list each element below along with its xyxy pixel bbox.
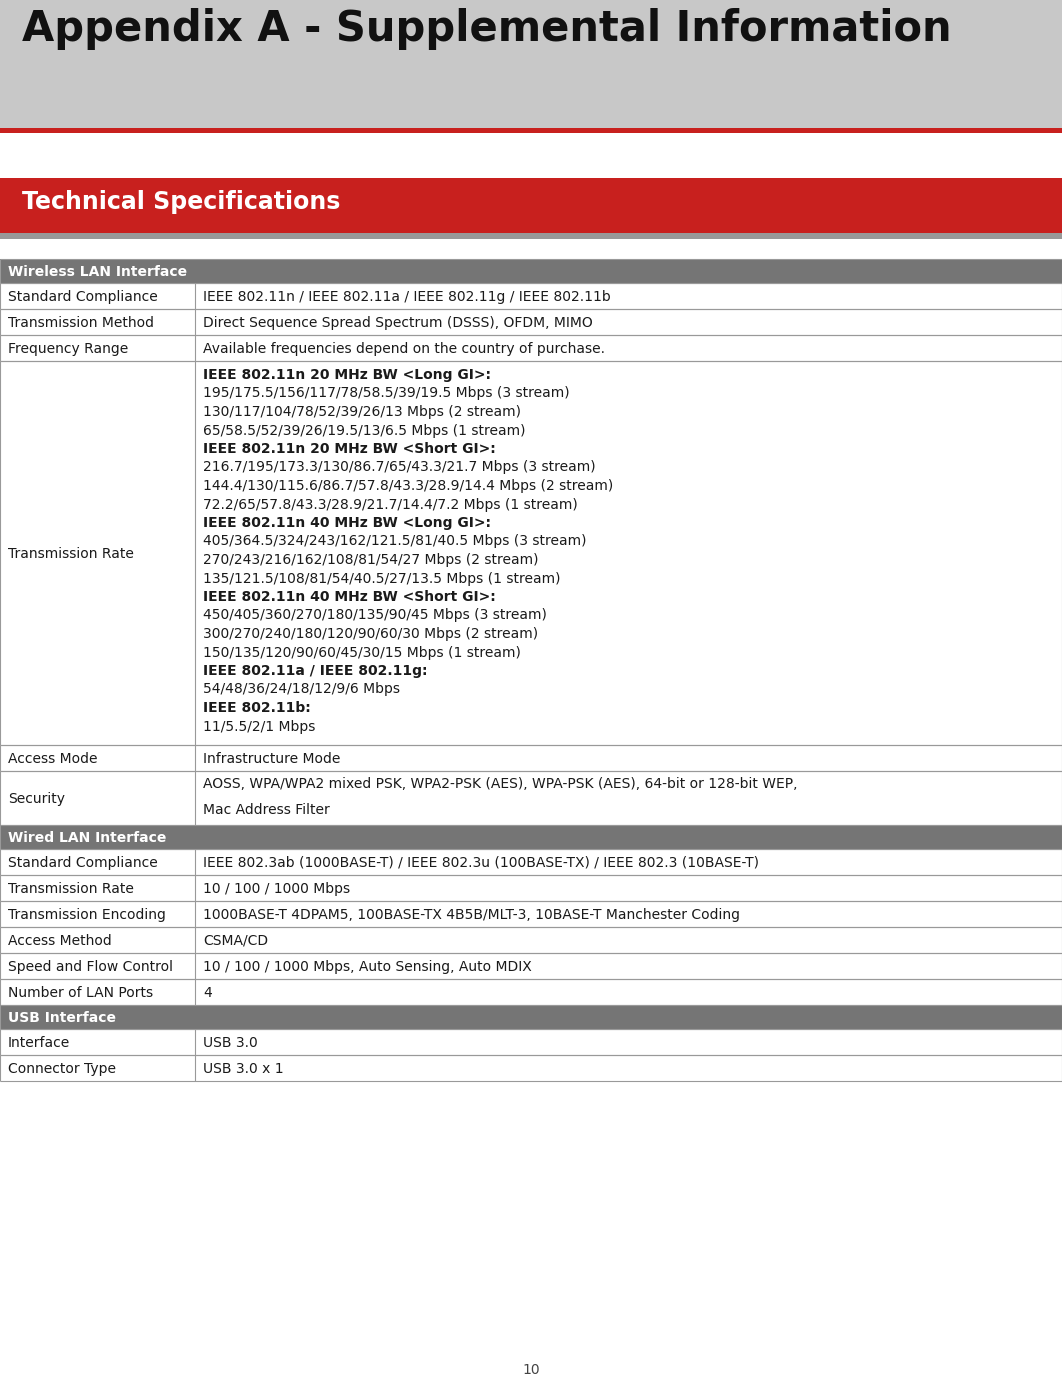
Text: CSMA/CD: CSMA/CD [203,933,268,947]
Text: AOSS, WPA/WPA2 mixed PSK, WPA2-PSK (AES), WPA-PSK (AES), 64-bit or 128-bit WEP,: AOSS, WPA/WPA2 mixed PSK, WPA2-PSK (AES)… [203,777,798,791]
Bar [0,259,1062,283]
Bar [0,745,1062,771]
Bar [0,1055,1062,1082]
Text: 450/405/360/270/180/135/90/45 Mbps (3 stream): 450/405/360/270/180/135/90/45 Mbps (3 st… [203,608,547,622]
Text: IEEE 802.11b:: IEEE 802.11b: [203,701,311,715]
Text: 10: 10 [523,1363,539,1377]
Text: Access Method: Access Method [8,933,112,947]
Text: Standard Compliance: Standard Compliance [8,856,158,870]
Bar [0,771,1062,825]
Text: 216.7/195/173.3/130/86.7/65/43.3/21.7 Mbps (3 stream): 216.7/195/173.3/130/86.7/65/43.3/21.7 Mb… [203,460,596,475]
Text: Transmission Encoding: Transmission Encoding [8,909,166,922]
Bar [0,1029,1062,1055]
Bar [0,825,1062,849]
Text: Frequency Range: Frequency Range [8,342,129,356]
Text: 144.4/130/115.6/86.7/57.8/43.3/28.9/14.4 Mbps (2 stream): 144.4/130/115.6/86.7/57.8/43.3/28.9/14.4… [203,479,613,493]
Text: 150/135/120/90/60/45/30/15 Mbps (1 stream): 150/135/120/90/60/45/30/15 Mbps (1 strea… [203,645,520,659]
Text: 10 / 100 / 1000 Mbps, Auto Sensing, Auto MDIX: 10 / 100 / 1000 Mbps, Auto Sensing, Auto… [203,960,532,974]
Text: 11/5.5/2/1 Mbps: 11/5.5/2/1 Mbps [203,719,315,734]
Text: 1000BASE-T 4DPAM5, 100BASE-TX 4B5B/MLT-3, 10BASE-T Manchester Coding: 1000BASE-T 4DPAM5, 100BASE-TX 4B5B/MLT-3… [203,909,740,922]
Text: 54/48/36/24/18/12/9/6 Mbps: 54/48/36/24/18/12/9/6 Mbps [203,683,400,697]
Text: IEEE 802.11n 20 MHz BW <Long GI>:: IEEE 802.11n 20 MHz BW <Long GI>: [203,368,491,382]
Bar [0,133,1062,179]
Text: Speed and Flow Control: Speed and Flow Control [8,960,173,974]
Text: Technical Specifications: Technical Specifications [22,190,341,215]
Text: Interface: Interface [8,1036,70,1050]
Text: 72.2/65/57.8/43.3/28.9/21.7/14.4/7.2 Mbps (1 stream): 72.2/65/57.8/43.3/28.9/21.7/14.4/7.2 Mbp… [203,497,578,511]
Bar [0,953,1062,979]
Text: 4: 4 [203,986,211,1000]
Text: USB 3.0 x 1: USB 3.0 x 1 [203,1062,284,1076]
Bar [0,361,1062,745]
Text: IEEE 802.11n / IEEE 802.11a / IEEE 802.11g / IEEE 802.11b: IEEE 802.11n / IEEE 802.11a / IEEE 802.1… [203,289,611,303]
Text: Connector Type: Connector Type [8,1062,116,1076]
Bar [0,1006,1062,1029]
Text: IEEE 802.11n 40 MHz BW <Short GI>:: IEEE 802.11n 40 MHz BW <Short GI>: [203,590,496,604]
Text: 405/364.5/324/243/162/121.5/81/40.5 Mbps (3 stream): 405/364.5/324/243/162/121.5/81/40.5 Mbps… [203,535,586,548]
Text: Wireless LAN Interface: Wireless LAN Interface [8,265,187,278]
Text: 130/117/104/78/52/39/26/13 Mbps (2 stream): 130/117/104/78/52/39/26/13 Mbps (2 strea… [203,404,521,420]
Text: IEEE 802.3ab (1000BASE-T) / IEEE 802.3u (100BASE-TX) / IEEE 802.3 (10BASE-T): IEEE 802.3ab (1000BASE-T) / IEEE 802.3u … [203,856,759,870]
Text: 195/175.5/156/117/78/58.5/39/19.5 Mbps (3 stream): 195/175.5/156/117/78/58.5/39/19.5 Mbps (… [203,386,569,400]
Bar [0,283,1062,309]
Bar [0,309,1062,335]
Text: Wired LAN Interface: Wired LAN Interface [8,831,167,845]
Text: Infrastructure Mode: Infrastructure Mode [203,752,341,766]
Text: Access Mode: Access Mode [8,752,98,766]
Text: USB Interface: USB Interface [8,1011,116,1025]
Bar [0,127,1062,133]
Text: Available frequencies depend on the country of purchase.: Available frequencies depend on the coun… [203,342,605,356]
Text: Appendix A - Supplemental Information: Appendix A - Supplemental Information [22,8,952,50]
Text: Transmission Rate: Transmission Rate [8,882,134,896]
Text: Security: Security [8,792,65,806]
Bar [0,875,1062,902]
Text: Direct Sequence Spread Spectrum (DSSS), OFDM, MIMO: Direct Sequence Spread Spectrum (DSSS), … [203,316,593,330]
Text: 270/243/216/162/108/81/54/27 Mbps (2 stream): 270/243/216/162/108/81/54/27 Mbps (2 str… [203,553,538,566]
Bar [0,233,1062,240]
Text: 135/121.5/108/81/54/40.5/27/13.5 Mbps (1 stream): 135/121.5/108/81/54/40.5/27/13.5 Mbps (1… [203,572,561,586]
Bar [0,240,1062,259]
Text: IEEE 802.11n 40 MHz BW <Long GI>:: IEEE 802.11n 40 MHz BW <Long GI>: [203,517,491,530]
Bar [0,902,1062,927]
Text: Mac Address Filter: Mac Address Filter [203,803,329,817]
Text: Standard Compliance: Standard Compliance [8,289,158,303]
Text: Transmission Rate: Transmission Rate [8,547,134,561]
Text: USB 3.0: USB 3.0 [203,1036,258,1050]
Text: Transmission Method: Transmission Method [8,316,154,330]
Bar [0,179,1062,233]
Text: 300/270/240/180/120/90/60/30 Mbps (2 stream): 300/270/240/180/120/90/60/30 Mbps (2 str… [203,627,538,641]
Bar [0,979,1062,1006]
Text: IEEE 802.11n 20 MHz BW <Short GI>:: IEEE 802.11n 20 MHz BW <Short GI>: [203,442,496,456]
Bar [0,0,1062,127]
Text: IEEE 802.11a / IEEE 802.11g:: IEEE 802.11a / IEEE 802.11g: [203,663,428,679]
Text: 65/58.5/52/39/26/19.5/13/6.5 Mbps (1 stream): 65/58.5/52/39/26/19.5/13/6.5 Mbps (1 str… [203,424,526,438]
Bar [0,927,1062,953]
Bar [0,335,1062,361]
Text: Number of LAN Ports: Number of LAN Ports [8,986,153,1000]
Bar [0,849,1062,875]
Text: 10 / 100 / 1000 Mbps: 10 / 100 / 1000 Mbps [203,882,350,896]
